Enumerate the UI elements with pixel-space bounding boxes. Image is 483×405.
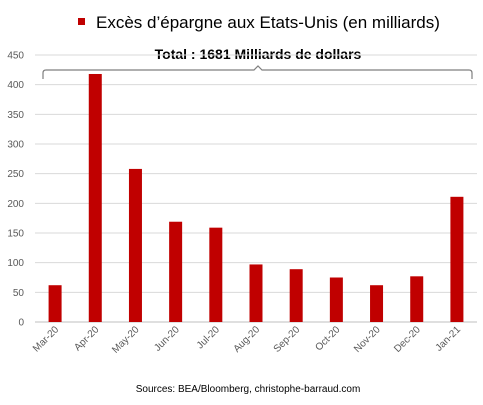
bar-apr-20 <box>88 73 102 322</box>
gridlines <box>35 54 477 293</box>
x-tick-label: Nov-20 <box>352 324 383 355</box>
x-tick-label: Jul-20 <box>195 324 222 351</box>
y-tick-label: 100 <box>7 258 24 269</box>
x-tick-label: Aug-20 <box>232 324 263 355</box>
x-tick-label: Mar-20 <box>31 324 61 354</box>
source-note: Sources: BEA/Bloomberg, christophe-barra… <box>136 384 361 395</box>
y-tick-label: 300 <box>7 140 24 151</box>
legend-swatch <box>78 18 85 25</box>
y-tick-label: 250 <box>7 169 24 180</box>
bar-may-20 <box>128 168 142 322</box>
y-tick-label: 400 <box>7 80 24 91</box>
y-tick-label: 450 <box>7 51 24 62</box>
bar-aug-20 <box>249 264 263 322</box>
total-brace <box>42 65 473 79</box>
legend-label: Excès d’épargne aux Etats-Unis (en milli… <box>96 13 440 32</box>
x-tick-label: May-20 <box>110 324 142 356</box>
x-axis: Mar-20 Apr-20 May-20 Jun-20 Jul-20 Aug-20 Sep-… <box>31 324 463 356</box>
bar-oct-20 <box>329 277 343 322</box>
bar-jan-21 <box>450 196 464 322</box>
bar-dec-20 <box>410 276 424 322</box>
bar-nov-20 <box>370 285 384 322</box>
x-tick-label: Apr-20 <box>72 324 101 353</box>
bar-mar-20 <box>48 285 62 322</box>
x-tick-label: Jun-20 <box>152 324 182 354</box>
x-tick-label: Sep-20 <box>272 324 303 355</box>
x-tick-label: Jan-21 <box>434 324 464 354</box>
y-tick-label: 0 <box>18 318 24 329</box>
y-tick-label: 150 <box>7 229 24 240</box>
bar-sep-20 <box>289 269 303 322</box>
total-annotation: Total : 1681 Milliards de dollars <box>155 46 362 62</box>
x-tick-label: Dec-20 <box>392 324 423 355</box>
bar-jun-20 <box>169 221 183 322</box>
x-tick-label: Oct-20 <box>313 324 342 353</box>
y-tick-label: 350 <box>7 110 24 121</box>
bar-jul-20 <box>209 227 223 322</box>
bars <box>48 73 464 322</box>
y-tick-label: 50 <box>13 288 25 299</box>
y-tick-label: 200 <box>7 199 24 210</box>
y-axis: 0 50 100 150 200 250 300 350 400 450 <box>7 51 24 329</box>
